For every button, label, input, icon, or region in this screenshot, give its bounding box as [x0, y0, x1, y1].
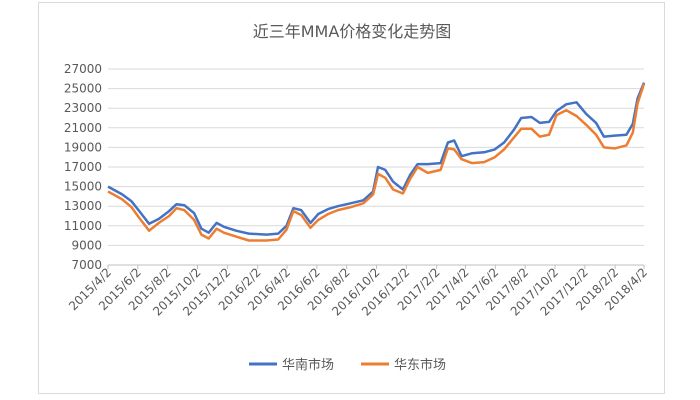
- series-line-south: [107, 82, 646, 236]
- y-tick-label: 25000: [64, 82, 102, 96]
- y-tick-label: 9000: [71, 238, 102, 252]
- mma-price-chart: 近三年MMA价格变化走势图 7000 9000 11000 13000 15000 170…: [64, 22, 650, 373]
- series-line-east: [107, 83, 646, 242]
- y-tick-label: 27000: [64, 62, 102, 76]
- legend: 华南市场 华东市场: [249, 357, 446, 373]
- y-tick-label: 19000: [64, 140, 102, 154]
- gridlines: [108, 68, 644, 266]
- y-tick-label: 13000: [64, 199, 102, 213]
- legend-label-south: 华南市场: [282, 357, 334, 373]
- y-tick-label: 15000: [64, 180, 102, 194]
- y-axis: 7000 9000 11000 13000 15000 17000 19000 21000 23…: [64, 62, 102, 272]
- chart-title: 近三年MMA价格变化走势图: [253, 22, 452, 41]
- x-axis: 2015/4/22015/6/22015/8/22015/10/22015/12…: [66, 264, 650, 319]
- chart-frame: 近三年MMA价格变化走势图 7000 9000 11000 13000 15000 170…: [38, 2, 665, 394]
- y-tick-label: 7000: [71, 258, 102, 272]
- y-tick-label: 21000: [64, 121, 102, 135]
- y-tick-label: 17000: [64, 160, 102, 174]
- y-tick-label: 23000: [64, 101, 102, 115]
- series-lines: [107, 82, 646, 242]
- legend-label-east: 华东市场: [394, 357, 446, 373]
- y-tick-label: 11000: [64, 219, 102, 233]
